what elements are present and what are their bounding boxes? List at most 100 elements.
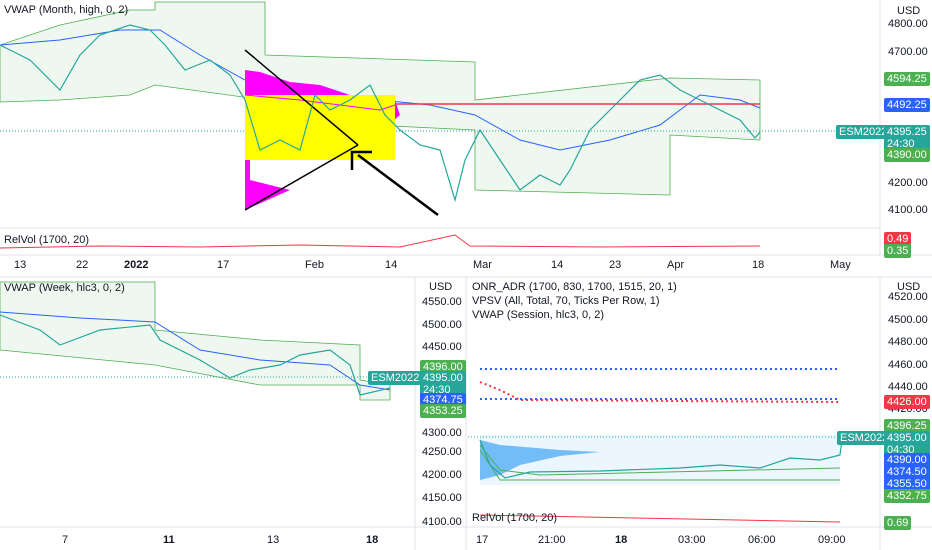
price-series	[0, 314, 391, 396]
badge-text: 4374.75	[423, 394, 463, 406]
price-tick: 4300.00	[422, 427, 462, 439]
indicator-label: ONR_ADR (1700, 830, 1700, 1515, 20, 1)	[472, 281, 677, 293]
indicator-label: VWAP (Month, high, 0, 2)	[4, 4, 129, 16]
vwap-line	[0, 29, 761, 151]
badge-text: 4395.00	[887, 432, 927, 444]
price-badge: 4395.25 24:30	[884, 125, 930, 151]
price-badge: 4390.00	[884, 148, 930, 162]
badge-text: 0.69	[887, 517, 909, 529]
time-label: Apr	[667, 259, 685, 271]
price-badge: 0.69	[884, 516, 912, 530]
price-series	[0, 24, 761, 203]
time-label: 09:00	[818, 534, 846, 546]
vwap-band	[479, 444, 841, 476]
badge-text: 4390.00	[887, 454, 927, 466]
badge-text: 4594.25	[887, 73, 927, 85]
trend-line	[244, 144, 359, 211]
price-tick: 4450.00	[422, 341, 462, 353]
time-label: 23	[609, 259, 622, 271]
time-label: 14	[551, 259, 564, 271]
price-badge: 4374.75	[420, 393, 466, 407]
price-tick: 4250.00	[422, 446, 462, 458]
price-badge: ESM2022	[836, 125, 891, 139]
price-badge: 0.49	[884, 232, 912, 246]
relvol	[0, 234, 761, 249]
price-tick: 4500.00	[888, 314, 928, 326]
badge-text: 4355.50	[887, 478, 927, 490]
currency-label: USD	[897, 5, 921, 17]
price-tick: 4550.00	[422, 296, 462, 308]
value-area	[245, 95, 395, 160]
price-tick: 4520.00	[888, 291, 928, 303]
badge-text: 4396.00	[423, 361, 463, 373]
badge-text: 4492.25	[887, 99, 927, 111]
price-tick: 4800.00	[888, 18, 928, 30]
vwap-band	[0, 281, 391, 401]
dotted-level	[479, 381, 841, 403]
indicator-label: VWAP (Week, hlc3, 0, 2)	[4, 282, 125, 294]
price-tick: 4440.00	[888, 381, 928, 393]
price-badge: 0.35	[884, 244, 912, 258]
time-label: 17	[476, 534, 489, 546]
badge-text: ESM2022	[840, 432, 889, 444]
indicator-label: RelVol (1700, 20)	[4, 234, 89, 246]
price-badge: 4492.25	[884, 98, 930, 112]
price-badge: ESM2022	[368, 371, 423, 385]
badge-text: 4390.00	[887, 149, 927, 161]
indicator-label: RelVol (1700, 20)	[472, 512, 557, 524]
price-badge: 4426.00	[884, 395, 930, 409]
price-badge: 4353.25	[420, 404, 466, 418]
time-label: 18	[366, 534, 379, 546]
badge-subtext: 24:30	[887, 138, 915, 150]
badge-text: ESM2022	[371, 372, 420, 384]
price-badge: 4355.50	[884, 477, 930, 491]
arrow-head	[350, 150, 372, 170]
currency-label: USD	[897, 281, 921, 293]
price-tick: 4480.00	[888, 336, 928, 348]
badge-text: 4353.25	[423, 405, 463, 417]
time-label: 18	[752, 259, 765, 271]
time-label: 11	[163, 534, 175, 546]
price-tick: 4100.00	[422, 516, 462, 528]
badge-text: ESM2022	[839, 126, 888, 138]
arrow	[357, 154, 439, 216]
volume-profile	[480, 440, 600, 480]
price-badge: 4374.50	[884, 465, 930, 479]
time-label: 18	[615, 534, 628, 546]
price-badge: ESM2022	[837, 431, 892, 445]
price-badge: 4396.25	[884, 419, 930, 433]
badge-text: 0.49	[887, 233, 909, 245]
badge-text: 4395.00	[423, 372, 463, 384]
relvol	[479, 514, 841, 523]
price-badge: 4352.75	[884, 489, 930, 503]
price-tick: 4200.00	[422, 469, 462, 481]
time-label: May	[830, 259, 851, 271]
currency-label: USD	[429, 281, 453, 293]
indicator-label: VWAP (Session, hlc3, 0, 2)	[472, 309, 605, 321]
time-label: 17	[217, 259, 230, 271]
price-tick: 4500.00	[422, 319, 462, 331]
time-label: 13	[267, 534, 280, 546]
time-label: 7	[62, 534, 69, 546]
badge-text: 4426.00	[887, 396, 927, 408]
time-label: 21:00	[538, 534, 566, 546]
time-label: 13	[14, 259, 27, 271]
time-label: 22	[76, 259, 89, 271]
time-label: 03:00	[678, 534, 706, 546]
price-tick: 4700.00	[888, 46, 928, 58]
time-label: 14	[385, 259, 398, 271]
price-series	[479, 439, 843, 479]
time-label: Mar	[473, 259, 492, 271]
time-label: Feb	[305, 259, 324, 271]
price-tick: 4460.00	[888, 359, 928, 371]
badge-text: 0.35	[887, 245, 909, 257]
badge-text: 4396.25	[887, 420, 927, 432]
price-tick: 4100.00	[888, 204, 928, 216]
badge-text: 4352.75	[887, 490, 927, 502]
price-badge: 4390.00	[884, 453, 930, 467]
time-label: 06:00	[748, 534, 776, 546]
price-tick: 4200.00	[888, 177, 928, 189]
price-badge: 4396.00	[420, 360, 466, 374]
